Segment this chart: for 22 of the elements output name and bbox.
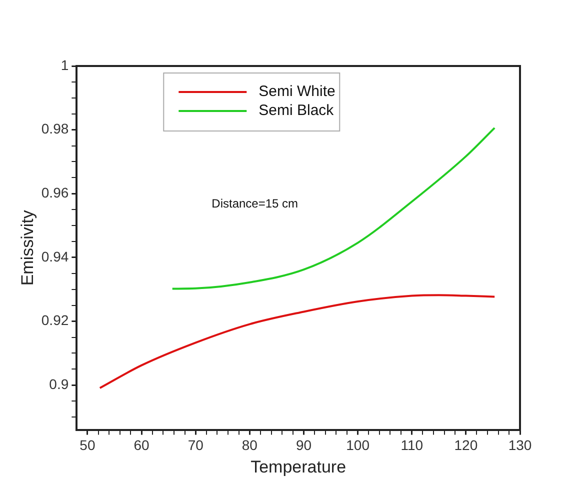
x-tick-label: 110 [400,437,424,454]
x-tick-label: 50 [80,437,96,454]
legend-label: Semi Black [258,102,334,120]
x-tick-label: 80 [242,437,258,454]
x-tick-label: 100 [346,437,370,454]
y-tick-label: 1 [60,56,69,73]
x-axis-title: Temperature [250,457,346,476]
x-tick-label: 130 [508,437,532,454]
x-tick-label: 120 [454,437,478,454]
line-series [171,126,496,290]
annotation: Distance=15 cm [212,196,298,210]
y-tick-label: 0.9 [49,376,69,392]
line-series [98,294,496,389]
y-tick-label: 0.96 [41,184,69,201]
x-tick-label: 60 [134,437,150,454]
y-tick-label: 0.98 [41,120,69,137]
x-tick-label: 90 [296,437,312,454]
y-axis-title: Emissivity [18,210,37,286]
x-tick-label: 70 [188,437,204,454]
y-tick-label: 0.94 [41,248,69,264]
legend-label: Semi White [258,83,336,100]
y-tick-label: 0.92 [41,312,69,328]
